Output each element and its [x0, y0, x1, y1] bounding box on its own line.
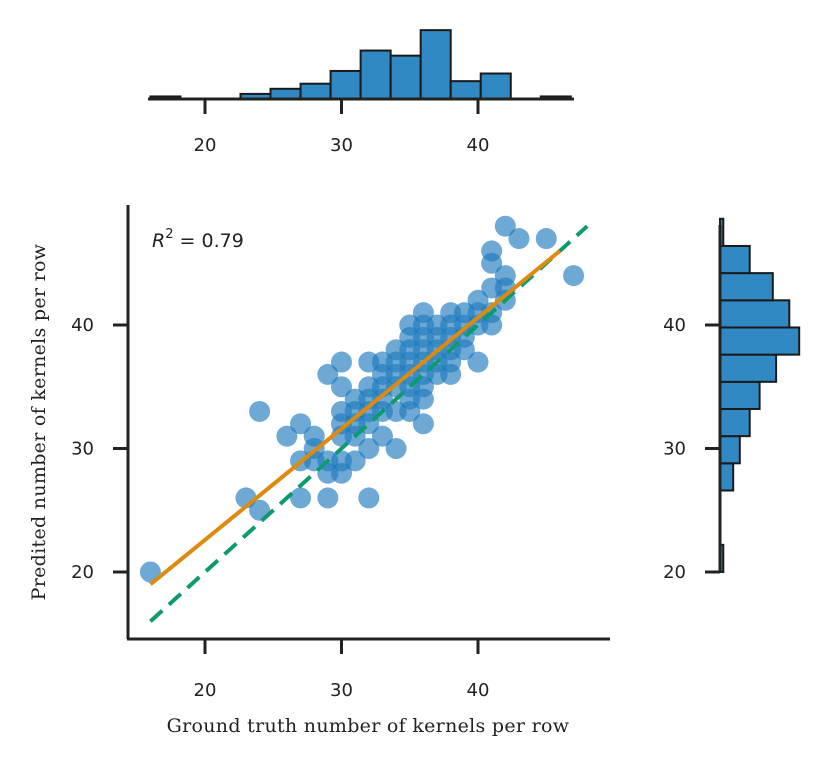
y-tick-label: 40 [71, 315, 94, 336]
top-histogram: 20 30 40 [148, 29, 574, 156]
right-histogram-bar [719, 326, 801, 356]
right-histogram-bar [719, 244, 751, 275]
right-histogram-tick-label: 20 [663, 562, 686, 583]
right-histogram: 20 30 40 [663, 217, 801, 583]
right-histogram-bar [719, 462, 735, 492]
scatter-point [139, 561, 161, 583]
scatter-point [358, 487, 380, 509]
r-squared-value: = 0.79 [173, 230, 243, 252]
top-histogram-tick-label: 30 [330, 135, 353, 156]
right-histogram-tick-label: 30 [663, 439, 686, 460]
right-histogram-bar [719, 272, 774, 302]
top-histogram-bar [419, 29, 452, 100]
r-squared-symbol: R [152, 230, 165, 252]
top-histogram-bar [299, 82, 332, 100]
scatter-point [371, 425, 393, 447]
r-squared-superscript: 2 [165, 227, 173, 242]
scatter-point [358, 438, 380, 459]
top-histogram-bars [149, 29, 572, 101]
top-histogram-bar [389, 54, 422, 100]
y-axis-label: Predited number of kernels per row [28, 243, 50, 600]
top-histogram-bar [479, 72, 512, 100]
scatter-point [249, 400, 271, 422]
right-histogram-bar [719, 380, 761, 410]
right-histogram-bar [719, 407, 751, 438]
right-histogram-ticks: 20 30 40 [663, 315, 720, 583]
scatter-point [317, 363, 339, 385]
scatter-point [494, 265, 516, 287]
scatter-point [535, 228, 557, 250]
scatter-points [139, 215, 585, 583]
top-histogram-bar [329, 69, 362, 100]
scatter-point [467, 289, 489, 311]
top-histogram-ticks: 20 30 40 [194, 99, 490, 156]
scatter-point [290, 413, 312, 435]
scatter-point [467, 351, 489, 373]
right-histogram-bars [719, 217, 801, 574]
scatter-panel: 20 30 40 20 30 40 R2 = 0.79 Ground truth num… [28, 205, 610, 737]
right-histogram-bar [719, 353, 778, 383]
scatter-point [412, 413, 434, 435]
scatter-point [385, 438, 407, 459]
scatter-point [290, 487, 312, 509]
right-histogram-bar [719, 435, 741, 465]
top-histogram-bar [269, 87, 302, 101]
scatter-point [303, 425, 325, 447]
scatter-point [331, 376, 352, 398]
scatter-point [412, 302, 434, 324]
r-squared-annotation: R2 = 0.79 [152, 227, 244, 252]
scatter-point [563, 265, 585, 287]
scatter-point [481, 240, 503, 262]
scatter-point [276, 425, 298, 447]
y-tick-label: 20 [71, 562, 94, 583]
top-histogram-bar [449, 80, 482, 101]
scatter-point [331, 351, 352, 373]
scatter-point [494, 215, 516, 237]
x-tick-label: 40 [467, 680, 490, 701]
right-histogram-tick-label: 40 [663, 315, 686, 336]
top-histogram-tick-label: 40 [467, 135, 490, 156]
scatter-point [508, 228, 530, 250]
y-tick-label: 30 [71, 439, 94, 460]
regression-fit-line [149, 249, 562, 586]
x-tick-label: 30 [330, 680, 353, 701]
x-axis-label: Ground truth number of kernels per row [167, 715, 570, 737]
x-tick-label: 20 [194, 680, 217, 701]
main-y-ticks: 20 30 40 [71, 315, 128, 583]
main-x-ticks: 20 30 40 [194, 639, 490, 701]
scatter-point [317, 487, 339, 509]
scatter-point [344, 450, 366, 472]
top-histogram-bar [359, 49, 392, 100]
identity-line [149, 224, 589, 623]
top-histogram-tick-label: 20 [194, 135, 217, 156]
right-histogram-bar [719, 299, 791, 329]
